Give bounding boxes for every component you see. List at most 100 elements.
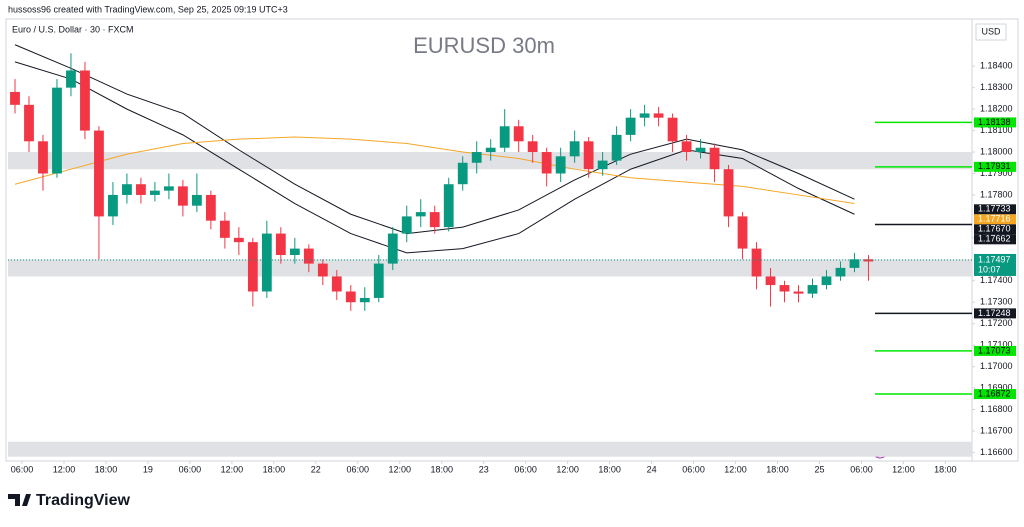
candle-body <box>122 184 132 195</box>
candle-body <box>485 147 496 153</box>
candle-body <box>108 194 118 217</box>
candle-body <box>345 291 356 303</box>
y-tick-label: 1.18200 <box>980 103 1013 113</box>
candle-body <box>723 169 734 217</box>
candle-body <box>807 285 818 294</box>
candle-body <box>359 297 370 303</box>
y-tick-label: 1.17000 <box>980 361 1013 371</box>
candle-body <box>415 212 426 217</box>
x-tick-label: 06:00 <box>179 464 202 474</box>
candle-body <box>136 184 146 195</box>
candle-body <box>821 276 832 286</box>
y-tick-label: 1.16700 <box>980 425 1013 435</box>
candle-body <box>499 126 510 148</box>
price-tag-label: 1.17248 <box>978 308 1011 318</box>
candle-body <box>835 267 846 277</box>
candle-body <box>569 141 580 157</box>
price-tag <box>974 345 1016 356</box>
x-tick-label: 06:00 <box>850 464 873 474</box>
candle-body <box>317 263 328 277</box>
price-tag-label: 1.18138 <box>978 117 1011 127</box>
price-tag <box>974 389 1016 400</box>
candle-body <box>527 141 538 153</box>
x-tick-label: 18:00 <box>766 464 789 474</box>
candle-body <box>611 134 622 161</box>
candle-body <box>164 186 174 191</box>
zone <box>8 441 972 457</box>
candle-body <box>695 147 706 153</box>
zone <box>8 259 972 277</box>
candle-body <box>793 291 804 294</box>
current-price-tag <box>974 253 1016 276</box>
x-tick-label: 18:00 <box>95 464 118 474</box>
countdown: 10:07 <box>978 264 1001 274</box>
candle-body <box>80 70 90 131</box>
currency-box <box>975 23 1007 41</box>
credit: hussoss96 created with TradingView.com, … <box>8 4 288 14</box>
price-tag-label: 1.17662 <box>978 234 1011 244</box>
price-tag <box>974 214 1016 225</box>
candle-body <box>653 113 664 118</box>
candle-body <box>233 237 244 243</box>
x-tick-label: 12:00 <box>556 464 579 474</box>
price-tag-label: 1.17931 <box>978 161 1011 171</box>
candle-body <box>10 91 20 105</box>
x-tick-label: 18:00 <box>430 464 453 474</box>
tradingview-logo <box>8 494 31 506</box>
chart-title: EURUSD 30m <box>413 33 555 58</box>
current-price-label: 1.17497 <box>978 254 1011 264</box>
price-tag-label: 1.17670 <box>978 224 1011 234</box>
x-tick-label: 06:00 <box>514 464 537 474</box>
candle-body <box>541 152 552 174</box>
x-tick-label: 12:00 <box>221 464 244 474</box>
candle-body <box>66 70 76 88</box>
candle-body <box>275 233 286 256</box>
x-tick-label: 23 <box>479 464 489 474</box>
y-tick-label: 1.16900 <box>980 382 1013 392</box>
candle-body <box>471 152 482 163</box>
candle-body <box>625 117 636 135</box>
candle-body <box>751 248 762 277</box>
candle-body <box>667 117 678 142</box>
price-tag <box>974 204 1016 215</box>
y-tick-label: 1.17800 <box>980 189 1013 199</box>
candle-body <box>94 130 104 217</box>
y-tick-label: 1.17400 <box>980 275 1013 285</box>
price-tag-label: 1.17716 <box>978 214 1011 224</box>
x-tick-label: 19 <box>143 464 153 474</box>
x-tick-label: 25 <box>814 464 824 474</box>
x-tick-label: 18:00 <box>598 464 621 474</box>
price-tag <box>974 117 1016 128</box>
price-tag <box>974 224 1016 235</box>
candle-body <box>52 87 62 174</box>
candle-body <box>681 141 692 153</box>
x-tick-label: 06:00 <box>347 464 370 474</box>
y-tick-label: 1.16600 <box>980 447 1013 457</box>
y-tick-label: 1.18000 <box>980 146 1013 156</box>
candle-body <box>639 113 650 118</box>
x-tick-label: 12:00 <box>724 464 747 474</box>
y-tick-label: 1.17300 <box>980 297 1013 307</box>
y-tick-label: 1.17100 <box>980 340 1013 350</box>
brand: TradingView <box>36 492 131 509</box>
y-tick-label: 1.17900 <box>980 168 1013 178</box>
moving-average <box>14 136 855 205</box>
price-tag <box>974 234 1016 245</box>
candle-body <box>150 190 160 195</box>
y-tick-label: 1.16800 <box>980 404 1013 414</box>
y-tick-label: 1.18300 <box>980 82 1013 92</box>
price-tag <box>974 308 1016 319</box>
symbol: Euro / U.S. Dollar · 30 · FXCM <box>12 24 134 34</box>
candle-body <box>709 147 720 170</box>
candle-body <box>24 104 34 142</box>
x-tick-label: 12:00 <box>388 464 411 474</box>
candle-body <box>331 276 342 292</box>
x-tick-label: 18:00 <box>934 464 957 474</box>
candle-body <box>513 126 524 142</box>
frame <box>5 18 1019 462</box>
candle-body <box>205 194 216 221</box>
price-tag-label: 1.17733 <box>978 204 1011 214</box>
candle-body <box>191 194 202 206</box>
currency: USD <box>981 26 1001 36</box>
